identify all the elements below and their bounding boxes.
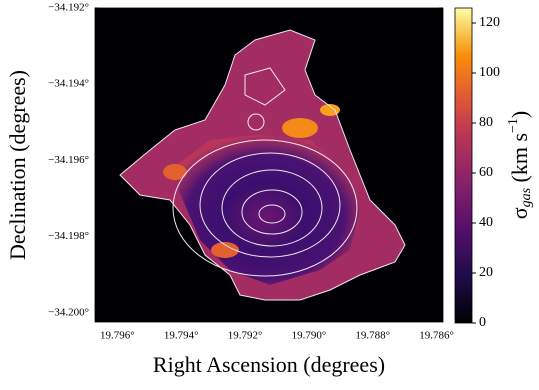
x-axis-label: Right Ascension (degrees)	[153, 352, 385, 377]
colorbar-tick-label: 120	[479, 15, 500, 30]
x-tick-label: 19.788°	[355, 330, 390, 342]
y-tick-label: −34.192°	[48, 2, 89, 14]
colorbar-tick-label: 80	[479, 115, 493, 130]
colorbar-label: σgas (km s−1)	[506, 111, 534, 220]
x-tick-label: 19.796°	[100, 330, 135, 342]
x-tick-label: 19.792°	[228, 330, 263, 342]
x-tick-label: 19.786°	[419, 330, 454, 342]
colorbar-tick-label: 100	[479, 65, 500, 80]
x-tick-label: 19.794°	[164, 330, 199, 342]
colorbar-tick-label: 20	[479, 265, 493, 280]
y-tick-label: −34.196°	[48, 154, 89, 166]
colorbar-tick-label: 40	[479, 215, 493, 230]
y-tick-label: −34.198°	[48, 230, 89, 242]
x-tick-label: 19.790°	[292, 330, 327, 342]
y-axis-label: Declination (degrees)	[5, 70, 30, 260]
y-tick-label: −34.194°	[48, 78, 89, 90]
plot-frame	[94, 7, 444, 323]
map	[95, 8, 443, 322]
colorbar	[454, 7, 473, 324]
colorbar-tick-label: 0	[479, 315, 486, 330]
colorbar-tick-label: 60	[479, 165, 493, 180]
y-tick-label: −34.200°	[48, 306, 89, 318]
